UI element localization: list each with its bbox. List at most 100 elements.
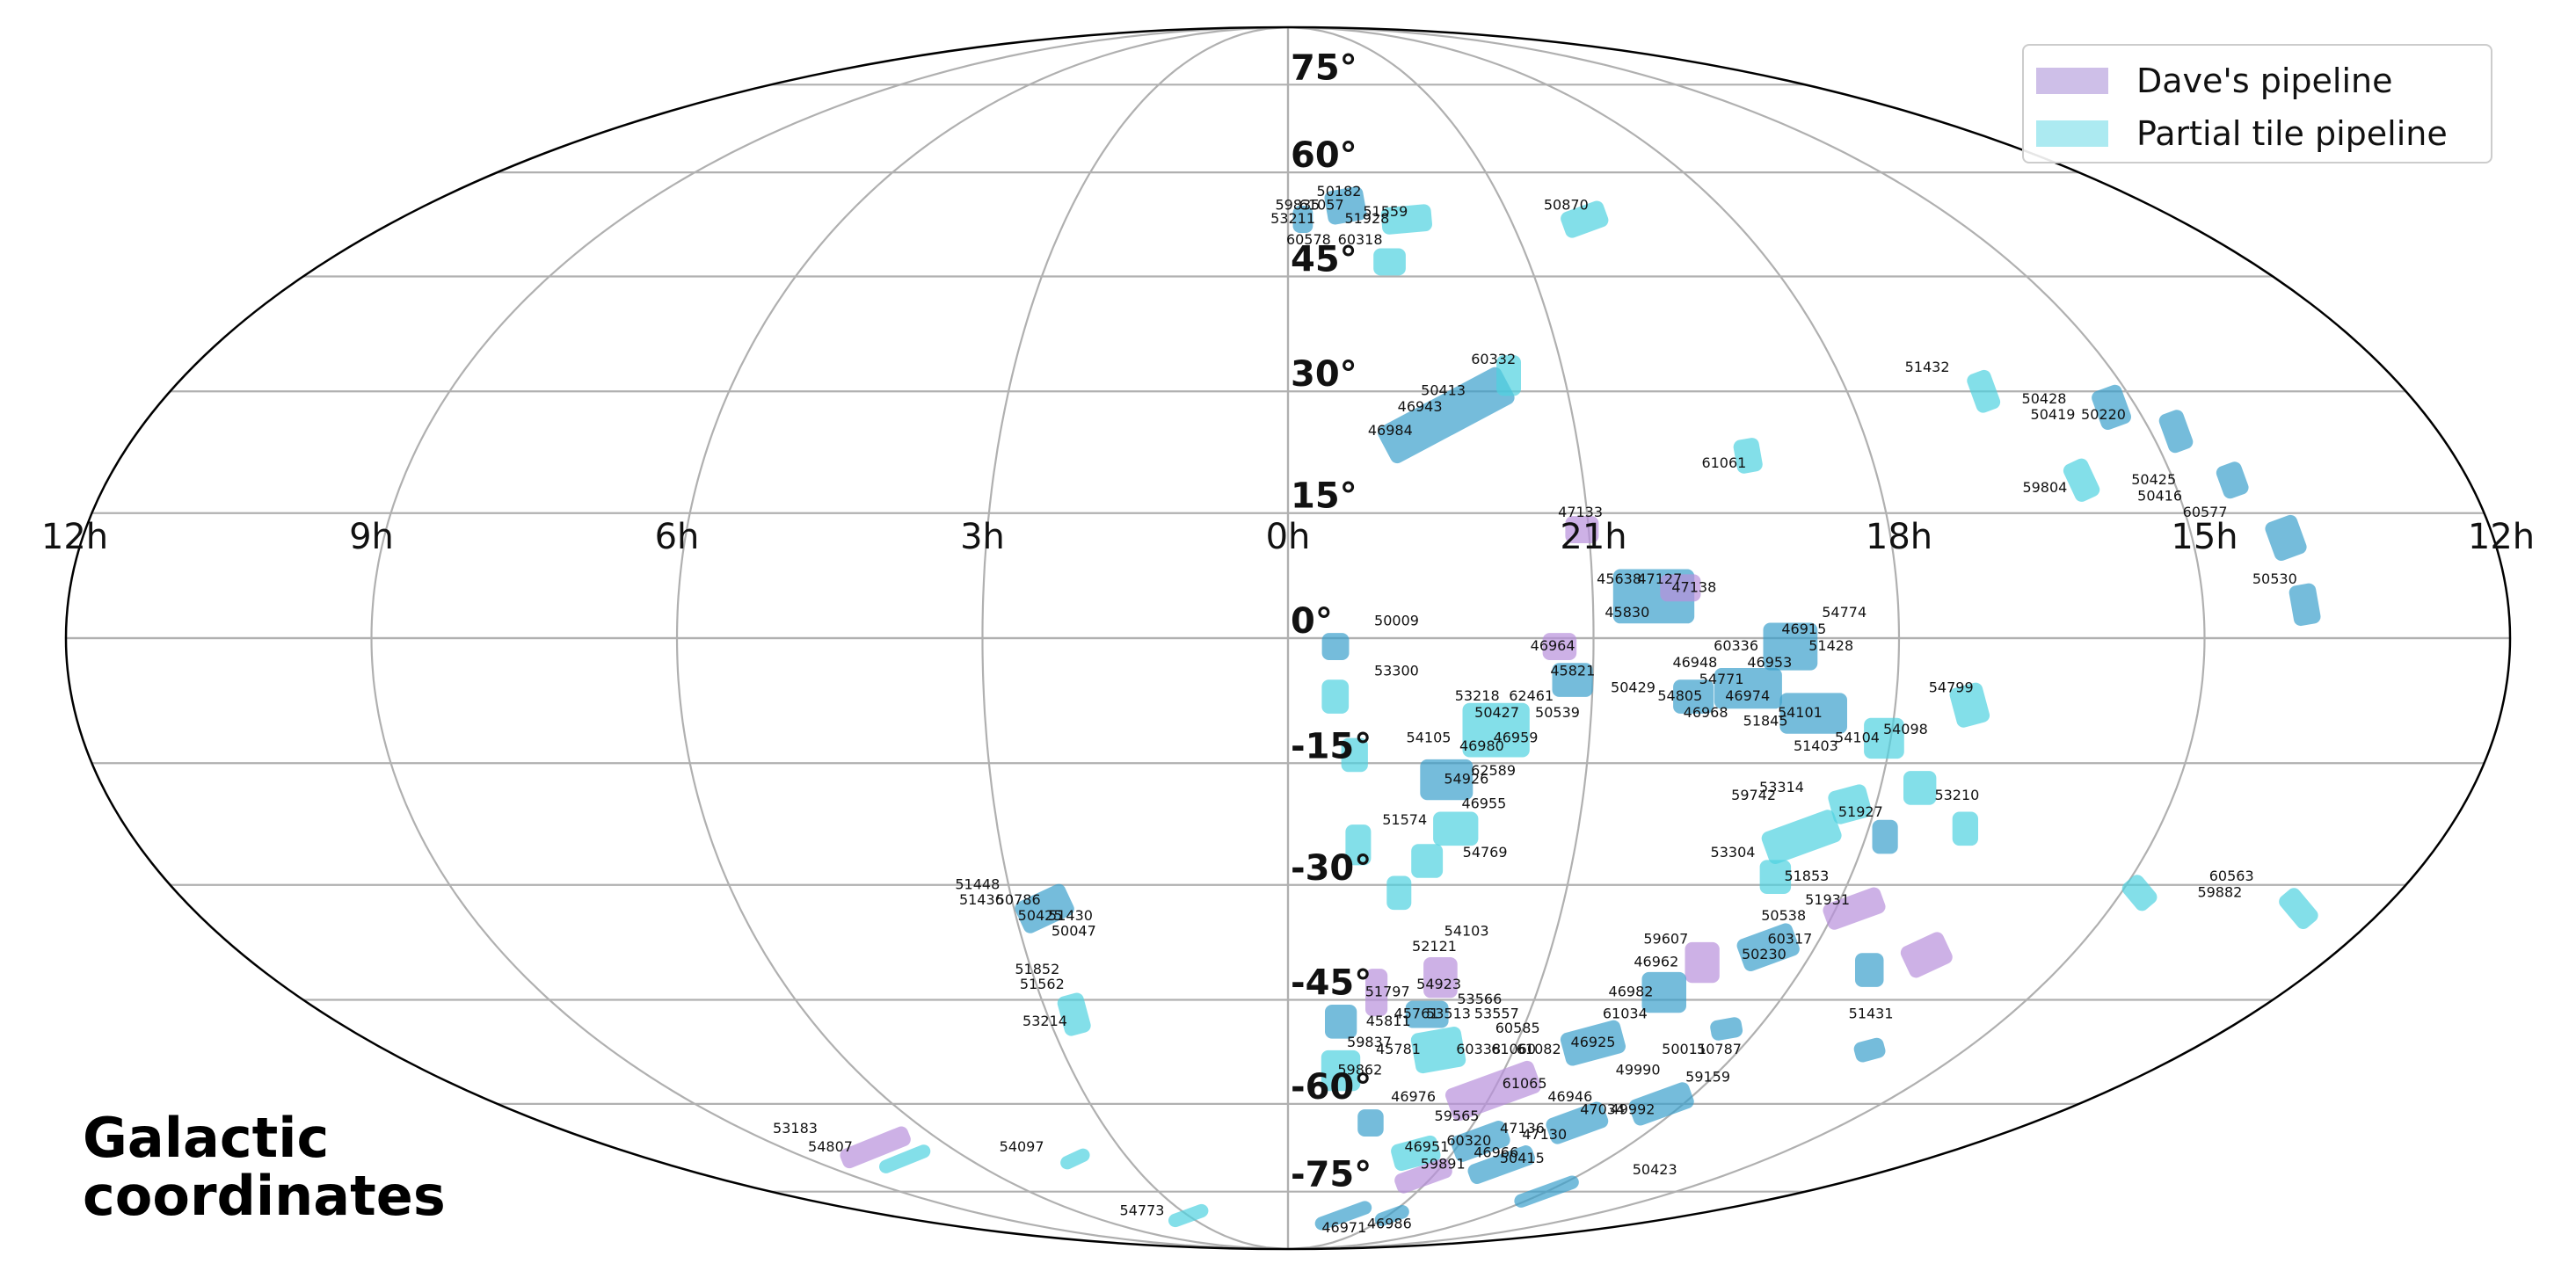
tile-patch-4 — [1561, 200, 1609, 238]
tile-label-19: 59804 — [2022, 479, 2067, 496]
tile-label-33: 46964 — [1531, 637, 1575, 654]
tile-label-109: 46966 — [1474, 1144, 1518, 1161]
coordinate-grid — [66, 27, 2510, 1249]
tile-patch-0 — [1324, 186, 1367, 225]
dec-tick-label-3: 30° — [1291, 354, 1357, 395]
tile-patch-13 — [2265, 514, 2307, 561]
tile-patch-67 — [1855, 953, 1884, 987]
tile-patch-34 — [1433, 811, 1479, 846]
tile-patch-8 — [1733, 438, 1763, 474]
tile-patch-29 — [1673, 679, 1714, 714]
tile-label-10: 50413 — [1421, 382, 1466, 399]
tile-label-102: 47034 — [1580, 1101, 1625, 1118]
tile-patch-72 — [879, 1144, 931, 1173]
tile-label-37: 53300 — [1374, 663, 1419, 679]
tile-patch-62 — [1514, 1175, 1579, 1208]
tile-label-72: 59607 — [1643, 931, 1688, 948]
tile-patch-14 — [2063, 458, 2100, 502]
tile-patch-51 — [1410, 1027, 1466, 1074]
dec-tick-label-7: -30° — [1291, 848, 1372, 889]
tile-patch-19 — [1714, 668, 1782, 709]
tile-label-111: 59891 — [1421, 1156, 1466, 1173]
tile-label-122: 51562 — [1020, 976, 1065, 992]
tile-patch-27 — [1872, 819, 1898, 854]
tile-patch-18 — [1763, 622, 1818, 671]
coordinate-system-title: Galactic coordinates — [83, 1109, 446, 1225]
tile-label-58: 53314 — [1759, 779, 1804, 795]
tile-label-123: 53214 — [1022, 1013, 1067, 1029]
tile-label-107: 46951 — [1404, 1138, 1449, 1155]
tile-label-99: 61065 — [1503, 1075, 1547, 1092]
tile-patch-38 — [1341, 737, 1368, 773]
ra-tick-label-5: 21h — [1560, 517, 1626, 557]
tile-label-94: 61060 — [1491, 1041, 1536, 1057]
legend-label-partial: Partial tile pipeline — [2136, 114, 2448, 153]
tile-patch-40 — [1321, 633, 1350, 660]
tile-label-113: 46971 — [1321, 1219, 1366, 1236]
tile-label-83: 53557 — [1474, 1006, 1519, 1022]
tile-patch-50 — [1444, 1060, 1541, 1122]
tile-patch-57 — [1357, 1109, 1384, 1137]
tile-patch-65 — [1853, 1037, 1886, 1063]
tile-patch-61 — [1394, 1158, 1452, 1194]
tile-label-1: 59835 — [1275, 196, 1320, 213]
tile-label-22: 47133 — [1558, 504, 1603, 520]
tile-label-80: 53566 — [1457, 991, 1502, 1007]
tile-label-42: 53218 — [1455, 687, 1500, 704]
tile-patch-9 — [1967, 369, 2001, 413]
tile-label-3: 53211 — [1270, 210, 1315, 227]
tile-patch-43 — [1736, 923, 1800, 971]
tile-label-53: 54104 — [1835, 730, 1880, 746]
tile-label-62: 51927 — [1838, 803, 1883, 820]
tile-label-81: 45761 — [1394, 1006, 1439, 1022]
meridian-line-7 — [1287, 27, 2206, 1249]
tile-label-110: 50415 — [1500, 1150, 1545, 1166]
tile-patch-39 — [1321, 679, 1350, 714]
tile-patch-30 — [1542, 633, 1577, 660]
tile-label-27: 54774 — [1822, 604, 1867, 621]
tile-label-13: 51432 — [1905, 359, 1950, 375]
tile-patch-1 — [1292, 206, 1313, 233]
tile-patch-54 — [1405, 1000, 1449, 1028]
tile-label-38: 54771 — [1699, 671, 1744, 687]
tile-patch-49 — [1546, 1101, 1609, 1144]
tile-label-63: 51574 — [1382, 811, 1427, 828]
tile-label-127: 54773 — [1120, 1202, 1165, 1218]
tile-patch-44 — [1685, 941, 1720, 984]
tile-label-43: 54805 — [1657, 687, 1702, 704]
tile-patch-48 — [1628, 1082, 1694, 1126]
tile-label-106: 47130 — [1522, 1126, 1567, 1143]
tile-label-98: 59862 — [1337, 1062, 1382, 1079]
dec-tick-label-6: -15° — [1291, 726, 1372, 766]
tile-patch-74 — [1168, 1203, 1209, 1228]
tile-label-65: 53304 — [1711, 844, 1756, 861]
tile-label-68: 51853 — [1784, 868, 1829, 884]
ra-tick-label-6: 18h — [1866, 517, 1932, 557]
dec-tick-label-5: 0° — [1291, 601, 1333, 642]
tile-label-15: 50419 — [2031, 406, 2076, 423]
tile-label-8: 50870 — [1544, 196, 1589, 213]
tile-label-23: 50530 — [2252, 570, 2297, 587]
tile-patch-63 — [1314, 1201, 1372, 1231]
tile-patch-45 — [1641, 971, 1686, 1013]
tile-label-126: 54097 — [1000, 1138, 1044, 1155]
tile-label-78: 51797 — [1365, 984, 1410, 1000]
title-line-2: coordinates — [83, 1164, 446, 1228]
tile-label-119: 51430 — [1048, 907, 1093, 924]
tile-label-75: 46962 — [1634, 954, 1678, 970]
tile-label-114: 46986 — [1367, 1215, 1412, 1231]
tile-patch-28 — [1759, 860, 1792, 894]
tile-patch-31 — [1552, 663, 1593, 697]
tile-label-4: 51928 — [1344, 210, 1389, 227]
tile-label-6: 60578 — [1286, 231, 1331, 248]
tile-label-60: 53210 — [1934, 787, 1979, 803]
tile-label-25: 47127 — [1637, 570, 1682, 587]
legend-swatch-partial — [2036, 120, 2108, 147]
tile-label-30: 50009 — [1374, 612, 1419, 628]
tile-label-69: 51931 — [1805, 891, 1850, 908]
tile-patch-55 — [1325, 1005, 1357, 1039]
tile-label-32: 51428 — [1808, 637, 1853, 654]
tile-label-95: 61082 — [1517, 1041, 1561, 1057]
tile-label-97: 59159 — [1685, 1068, 1730, 1085]
